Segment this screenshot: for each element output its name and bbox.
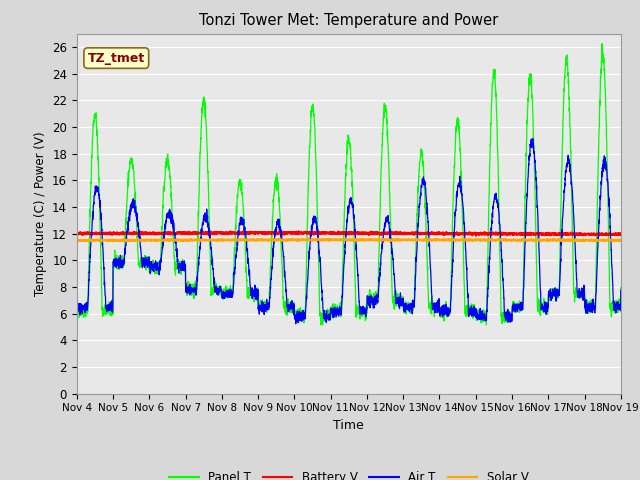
Panel T [135,259,143,265]
Solar V [617,238,625,243]
Battery V [548,230,556,236]
Panel T [167,195,175,201]
Line: Panel T: Panel T [77,44,621,325]
Battery V [167,230,175,236]
Battery V [305,229,313,235]
Panel T [607,302,614,308]
Air T [548,291,556,297]
Panel T [617,285,625,290]
Line: Battery V: Battery V [77,231,621,236]
Battery V [617,231,625,237]
Battery V [135,230,143,236]
Text: TZ_tmet: TZ_tmet [88,51,145,65]
Solar V [305,237,313,243]
Solar V [497,236,505,242]
Air T [135,231,143,237]
Solar V [167,237,175,242]
Battery V [282,229,289,235]
Air T [529,136,536,142]
Air T [73,304,81,310]
Air T [607,229,614,235]
Solar V [548,237,556,243]
Solar V [73,237,81,243]
Air T [282,279,289,285]
Solar V [212,239,220,244]
Solar V [135,237,143,242]
Line: Solar V: Solar V [77,239,621,241]
Air T [617,287,625,293]
Solar V [282,237,289,243]
Line: Air T: Air T [77,139,621,324]
Battery V [235,228,243,234]
Battery V [73,231,81,237]
Battery V [607,231,614,237]
Y-axis label: Temperature (C) / Power (V): Temperature (C) / Power (V) [33,132,47,296]
Panel T [282,307,289,313]
Air T [292,321,300,327]
X-axis label: Time: Time [333,419,364,432]
Panel T [483,322,490,328]
Panel T [598,41,606,47]
Panel T [73,308,81,314]
Solar V [607,237,614,243]
Title: Tonzi Tower Met: Temperature and Power: Tonzi Tower Met: Temperature and Power [199,13,499,28]
Battery V [472,233,480,239]
Panel T [548,289,556,295]
Air T [305,256,313,262]
Air T [167,212,175,218]
Panel T [305,162,313,168]
Legend: Panel T, Battery V, Air T, Solar V: Panel T, Battery V, Air T, Solar V [164,466,533,480]
